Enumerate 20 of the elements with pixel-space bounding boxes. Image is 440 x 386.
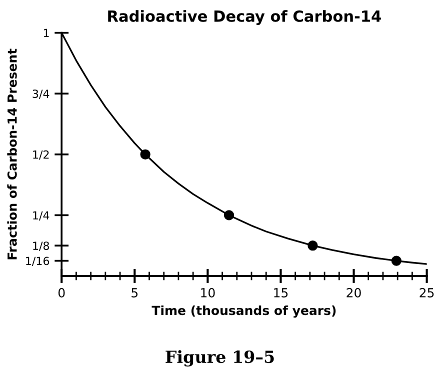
y-tick-label: 1/2 xyxy=(33,150,49,160)
y-tick-label: 1/16 xyxy=(26,256,50,266)
point xyxy=(391,256,402,266)
y-axis-title: Fraction of Carbon-14 Present xyxy=(7,48,17,260)
caption: Figure 19–5 xyxy=(166,350,274,367)
x-tick-label: 15 xyxy=(274,288,288,298)
x-tick-label: 10 xyxy=(201,288,215,298)
x-tick-label: 20 xyxy=(346,288,361,298)
y-tick-label: 1/8 xyxy=(33,242,50,251)
y-tick-label: 3/4 xyxy=(32,90,50,99)
x-axis-title: Time (thousands of years) xyxy=(152,305,336,318)
chart-title: Radioactive Decay of Carbon-14 xyxy=(108,10,381,25)
point xyxy=(224,210,234,220)
x-tick-label: 25 xyxy=(420,288,434,298)
x-tick-label: 0 xyxy=(58,288,65,298)
x-tick-label: 5 xyxy=(132,288,138,298)
point xyxy=(308,240,318,251)
y-tick-label: 1 xyxy=(44,28,49,38)
point xyxy=(140,149,150,160)
y-tick-label: 1/4 xyxy=(33,211,50,220)
